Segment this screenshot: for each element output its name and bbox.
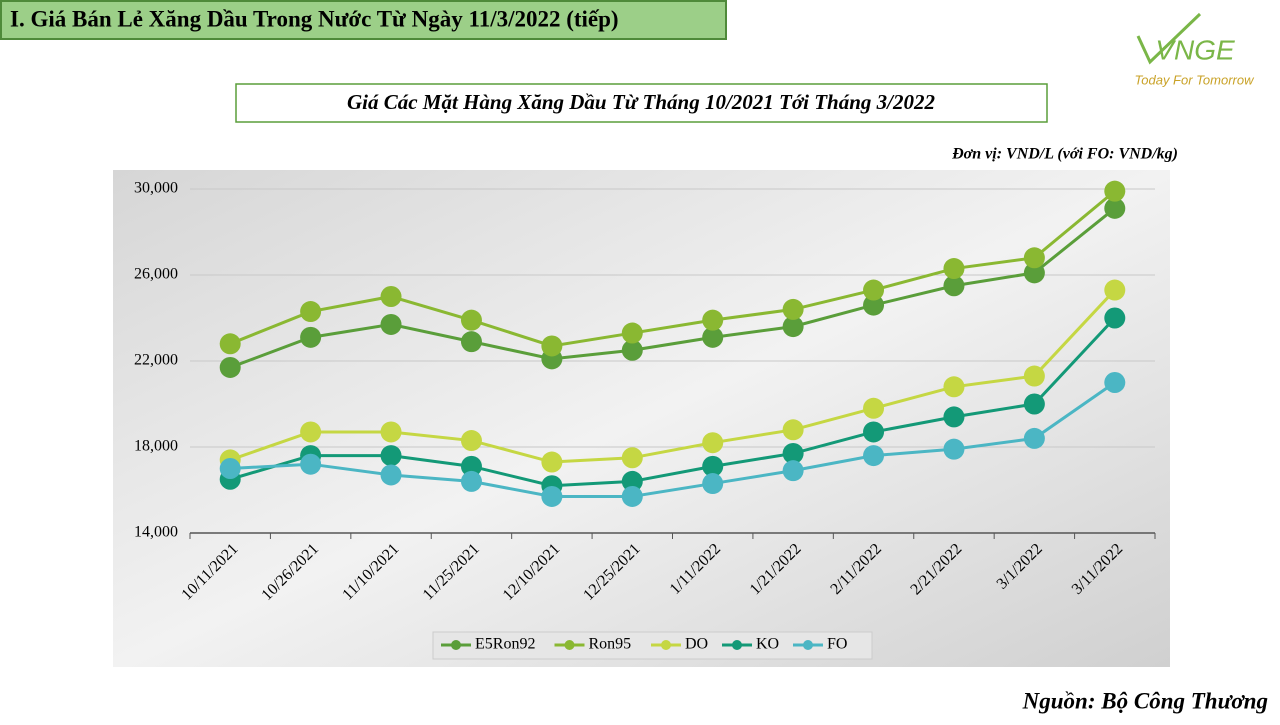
data-point (460, 430, 482, 452)
header-box (0, 0, 727, 40)
data-point (300, 326, 322, 348)
data-point (219, 333, 241, 355)
y-tick-label: 18,000 (134, 438, 178, 455)
legend-label: Ron95 (589, 636, 632, 653)
data-point (863, 279, 885, 301)
data-point (863, 397, 885, 419)
data-point (702, 473, 724, 495)
legend-label: E5Ron92 (475, 636, 535, 653)
data-point (782, 298, 804, 320)
data-point (1104, 307, 1126, 329)
data-point (380, 286, 402, 307)
data-point (541, 485, 563, 507)
legend-label: KO (756, 636, 779, 653)
data-point (1104, 372, 1126, 393)
data-point (621, 322, 643, 344)
data-point (782, 460, 804, 482)
chart-title-box (235, 83, 1048, 123)
data-point (943, 275, 965, 297)
source-note: Nguồn: Bộ Công Thương (1022, 688, 1268, 713)
data-point (1023, 365, 1045, 387)
legend: E5Ron92 Ron95 DO KO FO (432, 631, 873, 660)
data-point (782, 316, 804, 338)
y-tick-label: 30,000 (134, 180, 178, 197)
chart: 14,00018,00022,00026,00030,00010/11/2021… (134, 180, 1156, 660)
series-line (229, 189, 1116, 348)
data-point (380, 445, 402, 467)
data-point (1023, 247, 1045, 269)
plot-background (113, 170, 1170, 667)
data-point (1023, 393, 1045, 415)
series-line (230, 381, 1116, 498)
logo-tagline: Today For Tomorrow (1135, 72, 1256, 87)
data-point (541, 451, 563, 473)
header-title: I. Giá Bán Lẻ Xăng Dầu Trong Nước Từ Ngà… (10, 6, 619, 31)
data-point (782, 442, 804, 464)
data-point (621, 470, 643, 492)
data-point (702, 309, 724, 331)
data-point (943, 258, 965, 280)
data-point (219, 356, 241, 378)
data-point (1104, 279, 1126, 301)
legend-marker (564, 640, 575, 650)
data-point (380, 464, 402, 486)
data-point (460, 455, 482, 477)
series-line (229, 289, 1116, 464)
legend-label: DO (685, 636, 708, 653)
series-line (229, 316, 1116, 488)
data-point (943, 438, 965, 460)
data-point (300, 453, 322, 475)
data-point (460, 309, 482, 331)
data-point (782, 419, 804, 441)
y-tick-label: 14,000 (134, 524, 178, 541)
y-tick-label: 26,000 (134, 266, 178, 283)
data-point (219, 458, 241, 479)
data-point (943, 376, 965, 398)
data-point (621, 485, 643, 507)
data-point (1023, 262, 1045, 284)
data-point (863, 294, 885, 316)
unit-note: Đơn vị: VND/L (với FO: VND/kg) (951, 146, 1178, 163)
data-point (1104, 197, 1126, 219)
data-point (621, 339, 643, 361)
data-point (702, 432, 724, 454)
data-point (863, 445, 885, 467)
y-tick-label: 22,000 (134, 352, 178, 369)
legend-marker (803, 640, 813, 650)
chart-title: Giá Các Mặt Hàng Xăng Dầu Từ Tháng 10/20… (347, 90, 936, 114)
data-point (380, 421, 402, 443)
data-point (863, 421, 885, 443)
data-point (1104, 180, 1126, 202)
legend-marker (661, 640, 671, 650)
data-point (460, 470, 482, 492)
logo-text: VNGE (1155, 34, 1235, 65)
data-point (621, 447, 643, 469)
data-point (1023, 427, 1045, 449)
legend-marker (732, 640, 742, 650)
data-point (702, 326, 724, 348)
data-point (460, 331, 482, 353)
data-point (300, 301, 322, 323)
series-line (229, 207, 1116, 369)
logo-swoosh (1136, 12, 1202, 65)
data-point (943, 406, 965, 428)
data-point (300, 421, 322, 443)
legend-marker (451, 640, 461, 650)
legend-label: FO (827, 636, 847, 653)
data-point (702, 455, 724, 477)
data-point (541, 335, 563, 357)
data-point (380, 313, 402, 335)
